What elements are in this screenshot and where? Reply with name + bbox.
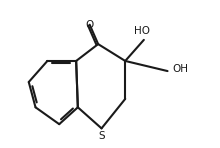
Text: S: S bbox=[98, 131, 105, 141]
Text: HO: HO bbox=[134, 26, 150, 36]
Text: O: O bbox=[86, 20, 94, 30]
Text: OH: OH bbox=[172, 64, 188, 74]
